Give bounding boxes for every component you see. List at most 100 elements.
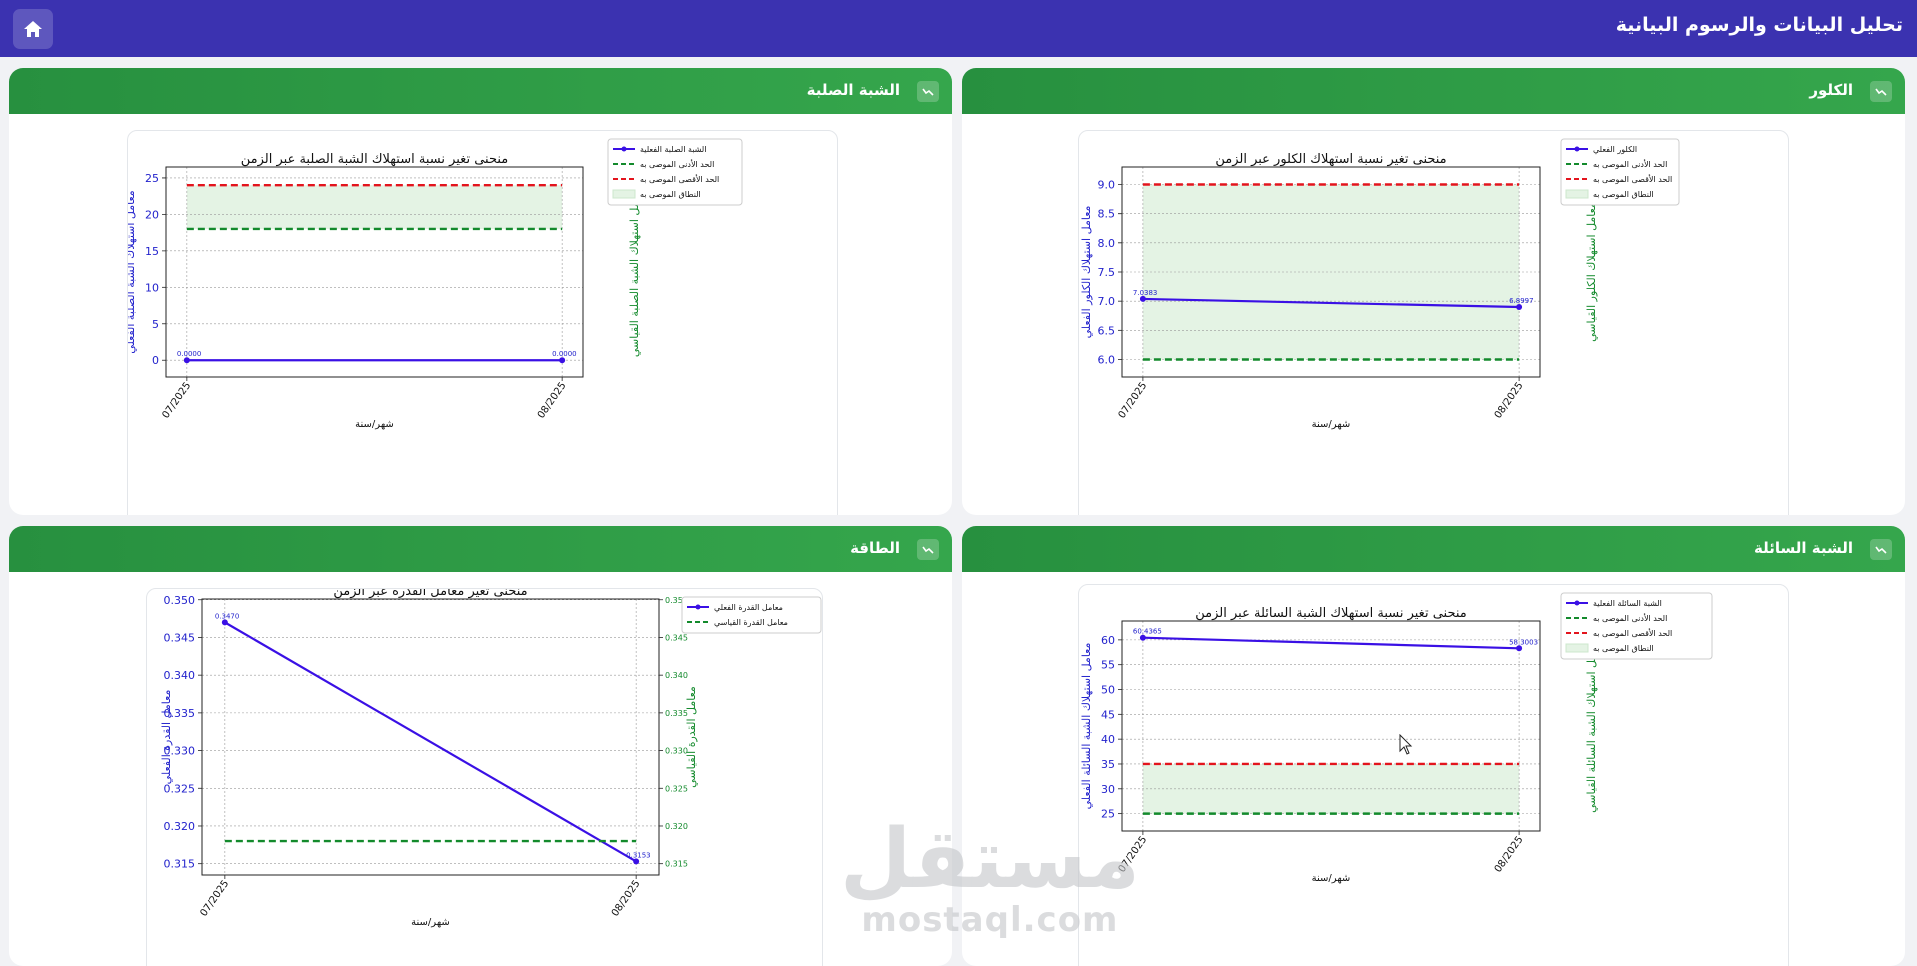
actual-series-line (224, 621, 637, 863)
legend-marker (1574, 146, 1580, 152)
legend-marker (695, 604, 701, 610)
data-label: 0.3470 (215, 612, 240, 620)
panel-header-liquid: الشبة السائلة (962, 526, 1905, 572)
x-axis-label: شهر/سنة (355, 419, 394, 430)
y-tick-label: 15 (145, 245, 159, 258)
legend-label: النطاق الموصى به (1593, 644, 1654, 653)
chart-power: منحنى تغير معامل القدرة عبر الزمن 0.315 0.… (160, 589, 822, 928)
y-axis-label: معامل استهلاك الكلور الفعلي (1080, 206, 1093, 339)
y-tick-label: 40 (1101, 733, 1115, 746)
legend-label: الحد الأدنى الموصى به (1593, 159, 1667, 169)
x-tick-label: 08/2025 (1493, 380, 1526, 420)
legend-label: الحد الأقصى الموصى به (1593, 174, 1672, 184)
y-tick-label: 60 (1101, 634, 1115, 647)
legend-box (607, 138, 743, 206)
panel-header-chlorine: الكلور (962, 68, 1905, 114)
legend-swatch (1565, 643, 1589, 653)
x-axis-label: شهر/سنة (1312, 873, 1351, 884)
chart-title: منحنى تغير نسبة استهلاك الشبة الصلبة عبر… (241, 152, 509, 167)
y-tick-label: 35 (1101, 758, 1115, 771)
panel-title-chlorine: الكلور (1809, 81, 1853, 99)
actual-series-line (1142, 636, 1520, 650)
y-axis-right-label: معامل استهلاك الشبة السائلة القياسي (1585, 639, 1598, 813)
y-tick-label: 0.350 (164, 594, 196, 607)
watermark: مستقل mostaql.com (840, 812, 1140, 941)
x-tick-label: 07/2025 (198, 878, 231, 918)
legend-label: الشبة السائلة الفعلية (1593, 599, 1662, 608)
legend-label: الحد الأدنى الموصى به (1593, 613, 1667, 623)
watermark-arabic: مستقل (840, 812, 1140, 907)
panel-title-power: الطاقة (850, 539, 900, 557)
legend-label: النطاق الموصى به (640, 190, 701, 199)
legend-label: الحد الأقصى الموصى به (1593, 628, 1672, 638)
chart-line-icon (1870, 539, 1892, 560)
y-tick-label: 25 (1101, 808, 1115, 821)
legend-label: الحد الأدنى الموصى به (640, 159, 714, 169)
y-tick-label: 9.0 (1098, 179, 1116, 192)
y-tick-label: 0.335 (164, 707, 196, 720)
panel-title-liquid: الشبة السائلة (1753, 539, 1853, 557)
y-tick-label: 8.5 (1098, 208, 1116, 221)
y-tick-label: 45 (1101, 708, 1115, 721)
data-label: 58.3003 (1509, 638, 1538, 646)
panel-liquid: الشبة السائلة منحنى تغير نسبة استهلاك ال… (962, 526, 1905, 966)
chart-liquid: منحنى تغير نسبة استهلاك الشبة السائلة عب… (1080, 592, 1713, 884)
plot-frame (1121, 166, 1541, 378)
plot-frame (165, 166, 584, 378)
y-tick-label: 8.0 (1098, 237, 1116, 250)
y-tick-label: 7.5 (1098, 266, 1116, 279)
top-bar: تحليل البيانات والرسوم البيانية (0, 0, 1917, 57)
x-tick-label: 08/2025 (610, 878, 643, 918)
actual-series-line (1142, 297, 1520, 309)
x-tick-label: 08/2025 (1493, 834, 1526, 874)
y-tick-label: 10 (145, 281, 159, 294)
legend-swatch (1565, 189, 1589, 199)
y-axis-right-label: معامل القدرة القياسي (685, 686, 698, 788)
chart-figure-liquid: منحنى تغير نسبة استهلاك الشبة السائلة عب… (1078, 584, 1789, 966)
y-axis-right-label: معامل استهلاك الكلور القياسي (1585, 202, 1598, 342)
data-point (633, 858, 640, 865)
y-tick-label: 25 (145, 172, 159, 185)
panel-power: الطاقة منحنى تغير معامل القدرة عبر الزمن… (9, 526, 952, 966)
data-point (1139, 295, 1146, 302)
y-tick-label: 55 (1101, 659, 1115, 672)
y-right-tick-label: 0.350 (665, 596, 688, 605)
x-axis-label: شهر/سنة (411, 917, 450, 928)
chart-line-icon (917, 539, 939, 560)
chart-figure-solid: منحنى تغير نسبة استهلاك الشبة الصلبة عبر… (127, 130, 838, 515)
y-right-tick-label: 0.315 (665, 860, 688, 869)
x-tick-label: 07/2025 (160, 380, 193, 420)
chart-title: منحنى تغير نسبة استهلاك الشبة السائلة عب… (1195, 606, 1467, 621)
y-tick-label: 0.320 (164, 820, 196, 833)
legend-label: معامل القدرة القياسي (714, 618, 788, 627)
mouse-cursor-icon (1399, 734, 1413, 755)
recommended-range-band (186, 185, 563, 229)
chart-line-icon (1870, 81, 1892, 102)
chart-figure-chlorine: منحنى تغير نسبة استهلاك الكلور عبر الزمن… (1078, 130, 1789, 515)
chart-title: منحنى تغير معامل القدرة عبر الزمن (333, 589, 527, 599)
x-tick-label: 07/2025 (1117, 380, 1150, 420)
y-right-tick-label: 0.335 (665, 709, 688, 718)
data-point (183, 357, 190, 364)
data-point (1516, 304, 1523, 311)
legend-marker (621, 146, 627, 152)
y-tick-label: 7.0 (1098, 295, 1116, 308)
y-tick-label: 0.315 (164, 858, 196, 871)
y-tick-label: 5 (152, 318, 159, 331)
y-right-tick-label: 0.340 (665, 671, 688, 680)
y-tick-label: 0.345 (164, 631, 196, 644)
home-button[interactable] (13, 9, 53, 49)
y-tick-label: 50 (1101, 684, 1115, 697)
panel-header-power: الطاقة (9, 526, 952, 572)
y-axis-label: معامل استهلاك الشبة الصلبة الفعلي (128, 190, 137, 353)
home-icon (24, 21, 42, 37)
legend-box (681, 596, 822, 634)
y-axis-label: معامل استهلاك الشبة السائلة الفعلي (1080, 643, 1093, 810)
data-point (1516, 645, 1523, 652)
legend-label: النطاق الموصى به (1593, 190, 1654, 199)
data-label: 0.3153 (626, 851, 651, 859)
watermark-latin: mostaql.com (861, 900, 1119, 940)
y-tick-label: 30 (1101, 783, 1115, 796)
legend-label: الشبة الصلبة الفعلية (640, 145, 706, 154)
x-axis-label: شهر/سنة (1312, 419, 1351, 430)
